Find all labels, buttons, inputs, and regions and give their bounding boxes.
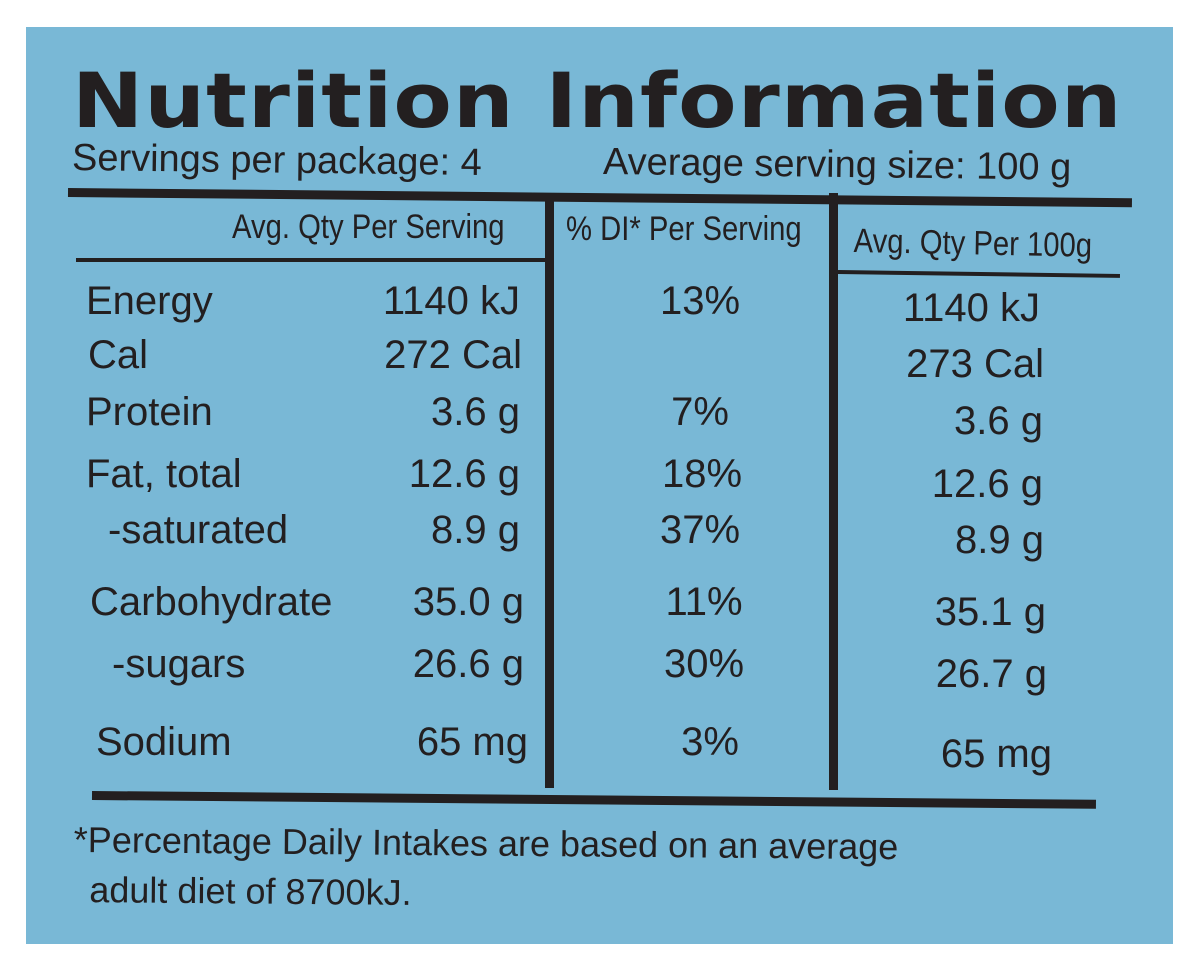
nutrient-name: Cal — [88, 333, 149, 377]
nutrient-name: Protein — [86, 390, 213, 434]
per-100g-value: 273 Cal — [906, 342, 1044, 386]
per-100g-value: 65 mg — [940, 732, 1052, 776]
per-serving-value: 35.0 g — [412, 580, 524, 624]
di-percent-value: 7% — [671, 390, 729, 434]
di-percent-value: 18% — [661, 452, 743, 496]
label-title: Nutrition Information — [72, 56, 1123, 145]
footnote-line-2: adult diet of 8700kJ. — [89, 869, 412, 913]
di-percent-value: 13% — [659, 279, 741, 323]
column-divider-2 — [829, 193, 838, 790]
per-serving-value: 3.6 g — [431, 390, 520, 434]
column-divider-1 — [545, 193, 554, 788]
per-serving-value: 12.6 g — [408, 452, 520, 496]
header-underline-1 — [76, 258, 550, 262]
column-header-di: % DI* Per Serving — [566, 210, 802, 248]
nutrient-name: Fat, total — [86, 452, 242, 496]
per-serving-value: 8.9 g — [431, 508, 520, 552]
average-serving-size: Average serving size: 100 g — [602, 141, 1072, 189]
di-percent-value: 3% — [681, 720, 739, 764]
nutrient-name: -saturated — [108, 508, 289, 552]
per-100g-value: 1140 kJ — [902, 286, 1040, 330]
nutrient-name: Energy — [86, 279, 213, 323]
per-100g-value: 8.9 g — [955, 518, 1044, 562]
footnote-line-1: *Percentage Daily Intakes are based on a… — [73, 818, 899, 868]
di-percent-value: 11% — [665, 580, 743, 624]
column-header-per-100g: Avg. Qty Per 100g — [853, 222, 1093, 265]
nutrient-name: Carbohydrate — [90, 580, 333, 624]
footnote: *Percentage Daily Intakes are based on a… — [73, 815, 974, 923]
nutrient-name: Sodium — [96, 720, 232, 764]
per-serving-value: 26.6 g — [412, 642, 524, 686]
di-percent-value: 30% — [663, 642, 745, 686]
per-serving-value: 65 mg — [416, 720, 528, 764]
per-serving-value: 272 Cal — [384, 333, 522, 377]
per-100g-value: 35.1 g — [934, 590, 1046, 634]
per-serving-value: 1140 kJ — [382, 279, 520, 323]
nutrient-name: -sugars — [112, 642, 246, 686]
di-percent-value: 37% — [659, 508, 741, 552]
column-header-per-serving: Avg. Qty Per Serving — [232, 208, 505, 246]
per-100g-value: 26.7 g — [935, 652, 1047, 696]
per-100g-value: 3.6 g — [954, 399, 1043, 443]
servings-per-package: Servings per package: 4 — [71, 137, 483, 185]
per-100g-value: 12.6 g — [931, 462, 1043, 506]
